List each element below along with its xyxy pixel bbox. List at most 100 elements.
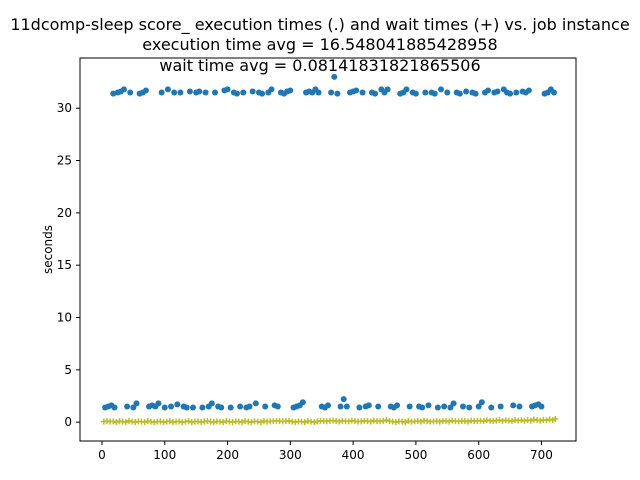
- execution-time-point: [325, 402, 331, 409]
- execution-time-point: [190, 404, 197, 411]
- execution-time-point: [199, 404, 206, 411]
- execution-time-point: [372, 90, 379, 97]
- wait-time-point: [465, 418, 472, 425]
- execution-time-point: [403, 86, 410, 93]
- x-tick-label: 300: [279, 448, 302, 462]
- execution-time-point: [331, 73, 338, 80]
- wait-time-point: [480, 418, 487, 425]
- wait-time-point: [301, 419, 308, 426]
- execution-time-point: [419, 404, 426, 411]
- wait-time-point: [176, 418, 183, 425]
- execution-time-point: [422, 89, 429, 96]
- execution-time-point: [155, 400, 162, 407]
- wait-time-point: [122, 419, 129, 426]
- execution-time-point: [161, 404, 168, 411]
- execution-time-point: [494, 88, 501, 95]
- execution-time-point: [343, 403, 350, 410]
- wait-time-point: [110, 418, 117, 425]
- execution-time-point: [356, 404, 363, 411]
- execution-time-point: [447, 404, 454, 411]
- execution-time-point: [507, 90, 514, 97]
- execution-time-point: [438, 86, 445, 93]
- x-tick-label: 100: [153, 448, 176, 462]
- execution-time-point: [177, 89, 184, 96]
- x-tick-label: 400: [342, 448, 365, 462]
- execution-time-point: [164, 86, 171, 93]
- execution-time-point: [459, 403, 466, 410]
- wait-time-point: [446, 418, 453, 425]
- execution-time-point: [425, 402, 432, 409]
- wait-time-point: [113, 419, 120, 426]
- execution-time-point: [237, 403, 244, 410]
- wait-time-point: [311, 419, 318, 426]
- y-tick-label: 25: [57, 154, 72, 168]
- execution-time-point: [525, 87, 532, 94]
- execution-time-point: [171, 89, 178, 96]
- y-axis-label: seconds: [41, 225, 55, 274]
- execution-time-point: [456, 90, 463, 97]
- wait-time-point: [229, 419, 236, 426]
- wait-time-point: [402, 419, 409, 426]
- wait-time-point: [157, 418, 164, 425]
- execution-time-point: [259, 90, 266, 97]
- y-tick-label: 5: [64, 363, 72, 377]
- execution-time-point: [375, 403, 382, 410]
- execution-time-point: [249, 88, 256, 95]
- wait-time-point: [496, 417, 503, 424]
- wait-time-point: [527, 417, 534, 424]
- wait-time-point: [508, 418, 515, 425]
- execution-time-point: [186, 88, 193, 95]
- execution-time-point: [227, 404, 234, 411]
- execution-time-point: [412, 90, 419, 97]
- execution-time-point: [246, 403, 253, 410]
- wait-time-point: [166, 418, 173, 425]
- execution-time-point: [130, 404, 137, 411]
- chart-title-line-1: 11dcomp-sleep score_ execution times (.)…: [10, 15, 629, 35]
- wait-time-point: [292, 419, 299, 426]
- x-axis-ticks: 0 100 200 300 400 500 600 700: [98, 441, 553, 462]
- execution-time-point: [328, 89, 335, 96]
- execution-time-point: [274, 403, 281, 410]
- execution-time-point: [478, 399, 485, 406]
- execution-time-point: [240, 89, 247, 96]
- execution-time-point: [340, 396, 347, 403]
- plot-frame: [79, 57, 577, 442]
- wait-time-point: [367, 418, 374, 425]
- wait-time-point: [238, 419, 245, 426]
- execution-time-point: [211, 89, 218, 96]
- wait-time-point: [220, 419, 227, 426]
- wait-time-point: [210, 419, 217, 426]
- execution-time-point: [218, 404, 225, 411]
- execution-time-point: [142, 87, 149, 94]
- x-tick-label: 200: [216, 448, 239, 462]
- execution-time-point: [472, 90, 479, 97]
- execution-time-point: [538, 403, 545, 410]
- execution-time-point: [168, 403, 175, 410]
- data-points: [100, 73, 559, 426]
- execution-time-point: [431, 90, 438, 97]
- execution-time-point: [359, 89, 366, 96]
- execution-time-point: [208, 400, 215, 407]
- execution-time-point: [475, 403, 482, 410]
- execution-time-point: [202, 89, 209, 96]
- execution-time-point: [196, 88, 203, 95]
- execution-time-point: [497, 403, 504, 410]
- x-tick-label: 500: [404, 448, 427, 462]
- wait-time-point: [248, 419, 255, 426]
- y-tick-label: 10: [57, 311, 72, 325]
- execution-time-point: [183, 404, 190, 411]
- execution-time-point: [334, 90, 341, 97]
- execution-time-point: [268, 86, 275, 93]
- execution-time-point: [516, 403, 523, 410]
- execution-time-point: [466, 404, 473, 411]
- chart-title-line-3: wait time avg = 0.08141831821865506: [159, 56, 480, 75]
- wait-time-point: [195, 418, 202, 425]
- y-tick-label: 0: [64, 415, 72, 429]
- execution-time-point: [485, 87, 492, 94]
- y-tick-label: 20: [57, 206, 72, 220]
- execution-time-point: [337, 403, 344, 410]
- execution-time-point: [353, 87, 360, 94]
- execution-time-point: [124, 403, 131, 410]
- execution-time-point: [394, 402, 401, 409]
